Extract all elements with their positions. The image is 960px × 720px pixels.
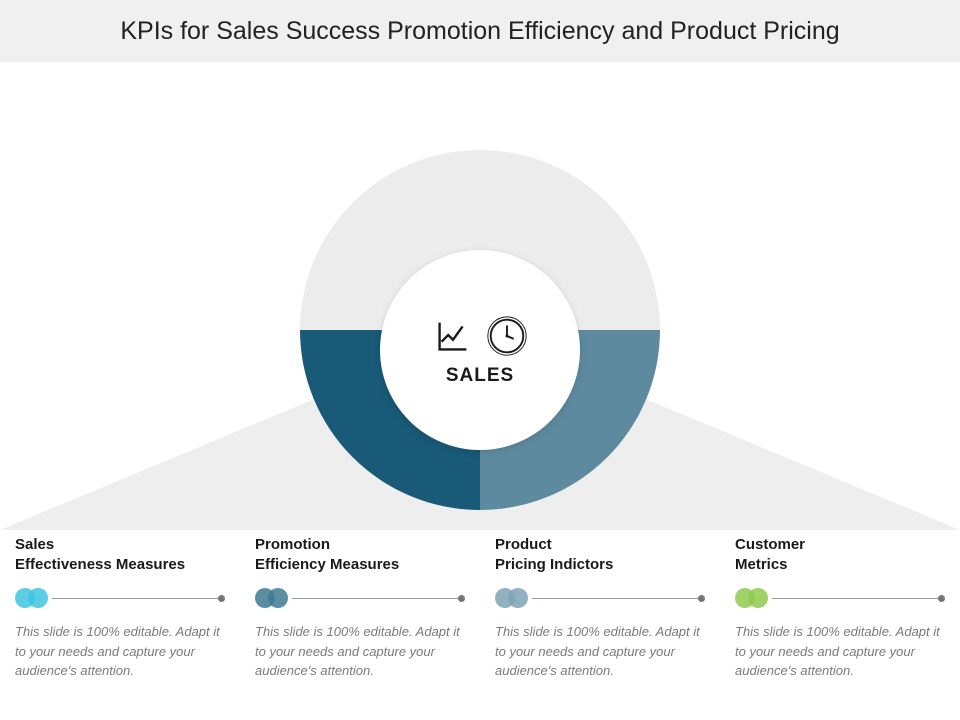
column-heading-4: Customer Metrics — [735, 535, 945, 574]
sales-center-label: SALES — [446, 365, 514, 387]
column-body-2: This slide is 100% editable. Adapt it to… — [255, 622, 465, 681]
clock-icon — [484, 313, 530, 359]
connector-dots-3 — [495, 588, 528, 608]
column-body-1: This slide is 100% editable. Adapt it to… — [15, 622, 225, 681]
column-body-4: This slide is 100% editable. Adapt it to… — [735, 622, 945, 681]
column-customer-metrics: Customer Metrics This slide is 100% edit… — [720, 535, 960, 681]
connector-dots-2 — [255, 588, 288, 608]
column-promotion-efficiency: Promotion Efficiency Measures This slide… — [240, 535, 480, 681]
trend-chart-icon — [430, 313, 476, 359]
column-connector-1 — [15, 588, 225, 608]
connector-dots-1 — [15, 588, 48, 608]
column-heading-1: Sales Effectiveness Measures — [15, 535, 225, 574]
column-sales-effectiveness: Sales Effectiveness Measures This slide … — [0, 535, 240, 681]
column-connector-3 — [495, 588, 705, 608]
page-title: KPIs for Sales Success Promotion Efficie… — [120, 17, 839, 46]
column-connector-4 — [735, 588, 945, 608]
connector-dots-4 — [735, 588, 768, 608]
header-bar: KPIs for Sales Success Promotion Efficie… — [0, 0, 960, 62]
sales-center-circle[interactable]: SALES — [380, 250, 580, 450]
sales-icon-row — [430, 313, 530, 359]
column-connector-2 — [255, 588, 465, 608]
column-heading-2: Promotion Efficiency Measures — [255, 535, 465, 574]
column-heading-3: Product Pricing Indictors — [495, 535, 705, 574]
kpi-columns-section: Sales Effectiveness Measures This slide … — [0, 535, 960, 681]
column-product-pricing: Product Pricing Indictors This slide is … — [480, 535, 720, 681]
column-body-3: This slide is 100% editable. Adapt it to… — [495, 622, 705, 681]
